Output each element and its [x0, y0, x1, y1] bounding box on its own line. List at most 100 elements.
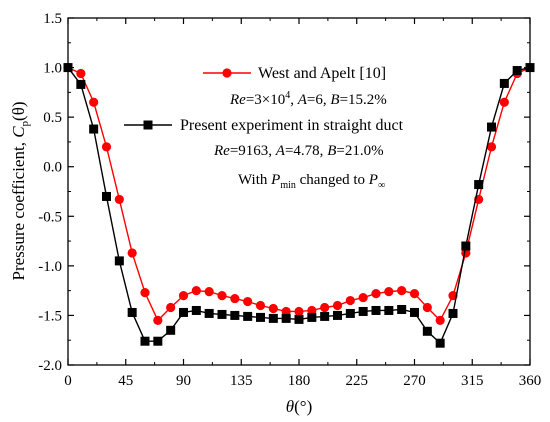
data-point: [243, 296, 253, 307]
legend-swatch-marker-black: [143, 120, 153, 130]
data-point: [114, 194, 124, 205]
series-layer: [63, 62, 535, 348]
data-point: [256, 312, 265, 322]
data-point: [140, 288, 150, 298]
y-tick-label: -1.5: [38, 308, 62, 324]
data-point: [166, 302, 176, 313]
data-point: [512, 66, 522, 76]
y-tick-label: 1.5: [43, 11, 62, 27]
data-point: [371, 289, 381, 299]
legend-swatch-marker-red: [222, 68, 232, 78]
data-point: [281, 306, 291, 317]
data-point: [499, 78, 509, 88]
data-point: [487, 122, 496, 132]
series-west-apelt: [63, 62, 535, 325]
data-point: [127, 248, 137, 258]
data-point: [422, 326, 432, 336]
data-point: [307, 305, 317, 316]
data-point: [63, 63, 73, 73]
axis-tick-labels: 0 45 90 135 180 225 270 315 360 -2.0 -1.5 -1.0 -0.5 0…: [38, 11, 541, 389]
data-point: [435, 315, 445, 325]
legend-item-west-apelt: West and Apelt [10] Re=3×104, A=6, B=15.…: [203, 65, 387, 108]
data-point: [384, 287, 394, 297]
data-point: [345, 308, 355, 318]
data-point: [178, 291, 189, 301]
data-point: [358, 306, 368, 316]
x-tick-label: 180: [288, 373, 311, 389]
y-tick-label: 0.0: [43, 160, 62, 176]
data-point: [204, 308, 214, 318]
legend-item-present: Present experiment in straight duct Re=9…: [124, 117, 404, 159]
data-point: [448, 308, 458, 318]
data-point: [243, 311, 253, 321]
data-point: [332, 300, 343, 311]
data-point: [320, 302, 330, 313]
data-point: [89, 97, 99, 107]
data-point: [410, 307, 419, 317]
data-point: [307, 312, 317, 322]
data-point: [191, 286, 201, 296]
x-tick-label: 135: [230, 373, 253, 389]
data-point: [204, 287, 214, 297]
data-point: [397, 286, 407, 296]
data-point: [345, 295, 355, 306]
data-point: [358, 292, 368, 303]
y-tick-label: -0.5: [38, 209, 62, 225]
data-point: [384, 305, 394, 315]
annotation-pmin: With Pmin changed to P∞: [238, 172, 385, 191]
series-line: [67, 66, 531, 345]
data-point: [217, 291, 227, 301]
x-tick-label: 315: [461, 373, 484, 389]
data-point: [76, 68, 86, 79]
axis-ticks: [67, 17, 531, 366]
x-axis-title: θ(°): [286, 397, 312, 416]
data-point: [294, 306, 304, 317]
data-point: [217, 309, 227, 319]
data-point: [435, 338, 445, 348]
y-tick-label: 1.0: [43, 61, 62, 77]
y-tick-label: -2.0: [38, 358, 62, 374]
data-point: [166, 325, 176, 335]
data-point: [397, 304, 407, 314]
data-point: [179, 307, 188, 317]
x-tick-label: 360: [519, 373, 542, 389]
legend-label-west-apelt: West and Apelt [10]: [258, 65, 386, 82]
data-point: [281, 313, 291, 323]
data-point: [422, 302, 432, 313]
data-point: [409, 289, 420, 299]
legend-label-present: Present experiment in straight duct: [180, 117, 404, 134]
data-point: [474, 180, 484, 190]
data-point: [333, 310, 342, 320]
data-point: [101, 142, 112, 152]
x-tick-label: 90: [176, 373, 191, 389]
data-point: [499, 97, 509, 107]
data-point: [230, 310, 240, 320]
x-tick-label: 270: [403, 373, 426, 389]
data-point: [140, 336, 150, 346]
y-tick-label: -1.0: [38, 259, 62, 275]
data-point: [268, 303, 278, 314]
y-axis-title: Pressure coefficient, Cp(θ): [9, 101, 31, 280]
data-point: [114, 256, 124, 266]
data-point: [486, 142, 497, 152]
series-present: [63, 63, 535, 348]
legend: West and Apelt [10] Re=3×104, A=6, B=15.…: [124, 65, 404, 191]
data-point: [76, 79, 86, 89]
data-point: [153, 315, 163, 325]
data-point: [102, 191, 111, 201]
legend-sub-present: Re=9163, A=4.78, B=21.0%: [213, 143, 384, 159]
y-tick-label: 0.5: [43, 110, 62, 126]
data-point: [255, 300, 266, 311]
data-point: [230, 293, 240, 304]
data-point: [371, 305, 381, 315]
x-tick-label: 0: [64, 373, 72, 389]
data-point: [127, 307, 137, 317]
data-point: [525, 63, 535, 73]
legend-sub-west-apelt: Re=3×104, A=6, B=15.2%: [229, 90, 387, 108]
data-point: [89, 124, 99, 134]
data-point: [320, 311, 330, 321]
data-point: [153, 336, 163, 346]
data-point: [268, 313, 278, 323]
data-point: [461, 241, 471, 251]
